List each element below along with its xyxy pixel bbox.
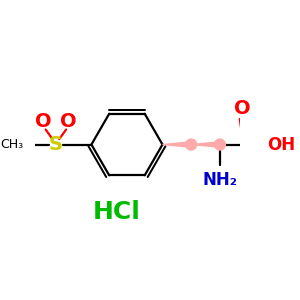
Text: S: S	[49, 135, 63, 154]
Circle shape	[214, 139, 225, 150]
Text: O: O	[35, 112, 52, 131]
Polygon shape	[163, 142, 191, 147]
Text: O: O	[60, 112, 76, 131]
Polygon shape	[191, 142, 220, 147]
Text: NH₂: NH₂	[202, 171, 237, 189]
Circle shape	[186, 139, 197, 150]
Text: OH: OH	[267, 136, 296, 154]
Text: HCl: HCl	[93, 200, 141, 224]
Text: CH₃: CH₃	[1, 138, 24, 151]
Text: O: O	[234, 100, 251, 118]
